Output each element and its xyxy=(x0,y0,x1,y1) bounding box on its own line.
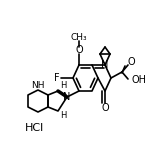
Text: CH₃: CH₃ xyxy=(71,33,87,41)
Text: H: H xyxy=(60,81,66,90)
Text: F: F xyxy=(54,73,60,83)
Text: N: N xyxy=(101,60,109,70)
Text: OH: OH xyxy=(131,75,146,85)
Text: H: H xyxy=(60,111,66,119)
Text: O: O xyxy=(101,103,109,113)
Text: O: O xyxy=(75,45,83,55)
Text: N: N xyxy=(63,92,71,102)
Text: NH: NH xyxy=(31,81,45,90)
Text: HCl: HCl xyxy=(25,123,45,133)
Text: O: O xyxy=(127,57,135,67)
